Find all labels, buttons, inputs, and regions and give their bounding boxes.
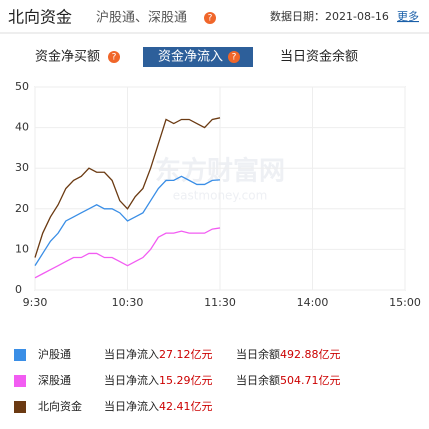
y-tick-label: 20 (15, 202, 29, 215)
inflow-label: 当日净流入15.29亿元 (104, 373, 213, 387)
date: 数据日期：2021-08-16 (270, 9, 389, 23)
help-text[interactable]: ? (232, 53, 237, 63)
series-line (34, 117, 221, 258)
tab-active[interactable]: 资金净流入 (158, 49, 223, 65)
inflow-label: 当日净流入42.41亿元 (104, 399, 213, 413)
inflow-label: 当日净流入 (104, 373, 159, 387)
x-tick-label: 11:30 (204, 296, 236, 309)
help-icon[interactable] (108, 51, 120, 63)
series-line (34, 227, 221, 279)
legend-name: 沪股通 (38, 347, 71, 361)
balance-value: 492.88亿元 (280, 348, 341, 361)
balance-value: 504.71亿元 (280, 374, 341, 387)
x-tick-label: 15:00 (389, 296, 421, 309)
balance-label: 当日余额492.88亿元 (236, 347, 341, 361)
help-text[interactable]: ? (208, 14, 213, 24)
more-link[interactable]: 更多 (397, 9, 419, 23)
y-tick-label: 0 (15, 283, 22, 296)
legend-swatch (14, 375, 26, 387)
balance-label: 当日余额 (236, 347, 280, 361)
legend-name: 深股通 (38, 374, 71, 387)
y-tick-label: 30 (15, 161, 29, 174)
help-text[interactable]: ? (112, 53, 117, 63)
title: 北向资金 (8, 8, 72, 27)
tab[interactable]: 资金净买额 (35, 49, 100, 65)
y-tick-label: 50 (15, 80, 29, 93)
x-tick-label: 14:00 (297, 296, 329, 309)
inflow-label: 当日净流入 (104, 399, 159, 413)
tab[interactable]: 当日资金余额 (280, 49, 358, 65)
balance-label: 当日余额504.71亿元 (236, 373, 341, 387)
subtitle: 沪股通、深股通 (96, 10, 187, 26)
inflow-value: 42.41亿元 (159, 400, 213, 413)
y-tick-label: 40 (15, 121, 29, 134)
x-tick-label: 9:30 (23, 296, 48, 309)
inflow-label: 当日净流入 (104, 347, 159, 361)
inflow-value: 15.29亿元 (159, 374, 213, 387)
help-icon[interactable] (228, 51, 240, 63)
active-tab-bg[interactable] (143, 47, 253, 67)
help-icon[interactable] (204, 12, 216, 24)
inflow-value: 27.12亿元 (159, 348, 213, 361)
series-line (34, 175, 221, 266)
x-tick-label: 10:30 (112, 296, 144, 309)
legend-swatch (14, 349, 26, 361)
legend-name: 北向资金 (38, 399, 82, 413)
balance-label: 当日余额 (236, 373, 280, 387)
inflow-label: 当日净流入27.12亿元 (104, 347, 213, 361)
legend-swatch (14, 401, 26, 413)
y-tick-label: 10 (15, 242, 29, 255)
plot: 0 10 20 30 40 50 9:30 10:30 11:30 14:00 15:00 (15, 80, 421, 309)
